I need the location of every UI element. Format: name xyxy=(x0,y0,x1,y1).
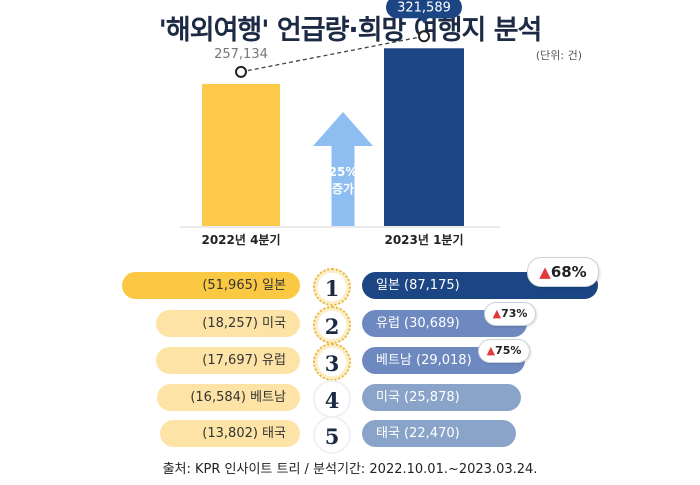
value-point-2023-q1 xyxy=(418,30,430,43)
curr-period-bar: 태국 (22,470) xyxy=(362,420,517,447)
prev-period-bar: (13,802) 태국 xyxy=(160,420,300,447)
up-triangle-icon: ▲ xyxy=(486,344,496,357)
value-label-2022-q4: 257,134 xyxy=(214,47,268,62)
ranking-row: (16,584) 베트남 4 미국 (25,878) xyxy=(0,380,700,418)
prev-period-bar: (17,697) 유럽 xyxy=(156,347,300,374)
up-triangle-icon: ▲ xyxy=(539,263,551,281)
growth-badge: ▲75% xyxy=(478,339,530,363)
prev-period-bar: (16,584) 베트남 xyxy=(157,384,300,411)
growth-badge: ▲73% xyxy=(484,302,536,326)
ranking-row: (17,697) 유럽 3 베트남 (29,018) ▲75% xyxy=(0,339,700,381)
bar-2023-q1 xyxy=(384,48,464,227)
value-bubble-tail xyxy=(419,17,429,24)
rank-badge: 1 xyxy=(313,268,351,306)
bar-2022-q4 xyxy=(202,83,280,226)
unit-label: (단위: 건) xyxy=(535,49,582,62)
up-triangle-icon: ▲ xyxy=(492,307,502,320)
growth-badge: ▲68% xyxy=(527,257,599,287)
curr-period-bar: 미국 (25,878) xyxy=(362,384,521,411)
rank-badge: 3 xyxy=(313,343,351,381)
prev-period-bar: (51,965) 일본 xyxy=(122,272,300,299)
increase-arrow xyxy=(313,112,373,226)
value-point-2022-q4 xyxy=(235,65,247,78)
increase-text-label: 증가 xyxy=(332,181,354,196)
growth-percent: 75% xyxy=(495,344,522,357)
rank-badge: 2 xyxy=(313,306,351,344)
category-label-2023-q1: 2023년 1분기 xyxy=(384,232,463,247)
growth-percent: 73% xyxy=(501,307,528,320)
ranking-row: (13,802) 태국 5 태국 (22,470) xyxy=(0,416,700,454)
rank-badge: 4 xyxy=(313,380,351,418)
curr-period-bar: 일본 (87,175) xyxy=(362,272,598,299)
value-bubble-2023-q1 xyxy=(386,0,462,19)
trend-line xyxy=(240,35,425,73)
growth-percent: 68% xyxy=(550,263,587,281)
increase-percent-label: 25% xyxy=(329,165,358,179)
source-footer: 출처: KPR 인사이트 트리 / 분석기간: 2022.10.01.~2023… xyxy=(162,462,538,477)
page-title: '해외여행' 언급량·희망 여행지 분석 xyxy=(158,15,543,46)
value-label-2023-q1: 321,589 xyxy=(397,0,451,15)
prev-period-bar: (18,257) 미국 xyxy=(155,310,300,337)
rank-badge: 5 xyxy=(313,416,351,454)
quarter-comparison-chart: 25% 증가 257,134 321,589 2022년 4분기 2023년 1… xyxy=(180,0,500,247)
ranking-row: (18,257) 미국 2 유럽 (30,689) ▲73% xyxy=(0,302,700,344)
ranking-row: (51,965) 일본 1 일본 (87,175) ▲68% xyxy=(0,257,700,306)
category-label-2022-q4: 2022년 4분기 xyxy=(201,232,280,247)
